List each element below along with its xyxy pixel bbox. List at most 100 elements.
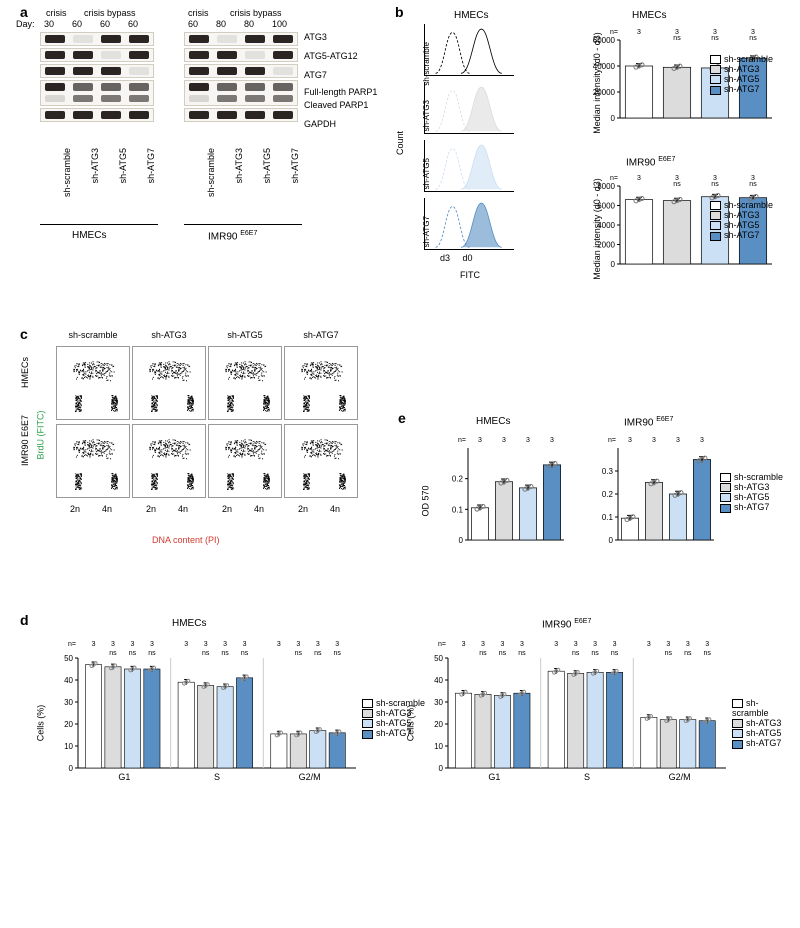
sh-label: sh-ATG5: [118, 148, 128, 208]
svg-text:ns: ns: [673, 35, 681, 42]
svg-text:ns: ns: [129, 650, 137, 657]
underline-2: [184, 224, 302, 225]
band: [189, 35, 209, 43]
day-value: 60: [188, 19, 198, 29]
legend-swatch: [710, 65, 721, 74]
legend-text: sh-ATG7: [724, 230, 759, 240]
svg-text:10: 10: [64, 742, 73, 751]
svg-text:0: 0: [609, 536, 614, 545]
svg-text:30: 30: [434, 698, 443, 707]
legend-row: sh-ATG7: [710, 230, 773, 240]
svg-text:3: 3: [550, 437, 554, 444]
legend-text: sh-ATG3: [724, 64, 759, 74]
band: [245, 111, 265, 119]
od-axis: OD 570: [421, 485, 431, 516]
legend-swatch: [732, 699, 743, 708]
sh-label: sh-scramble: [206, 148, 216, 208]
legend-swatch: [720, 493, 731, 502]
scatter-row-label: IMR90 E6E7: [20, 415, 30, 466]
band: [73, 111, 93, 119]
protein-label: ATG3: [304, 32, 327, 42]
svg-text:3: 3: [478, 437, 482, 444]
legend-row: sh-ATG5: [720, 492, 783, 502]
legend-swatch: [710, 232, 721, 241]
histogram: [424, 82, 514, 134]
legend-row: sh-scramble: [710, 54, 773, 64]
scatter-col-label: sh-scramble: [56, 330, 130, 340]
pi-axis: DNA content (PI): [152, 535, 220, 545]
svg-text:ns: ns: [611, 650, 619, 657]
scatter-xtick: 4n: [330, 504, 340, 514]
barchart-imr-d: 0102030405033ns3ns3nsG133ns3ns3nsS33ns3n…: [420, 636, 730, 786]
svg-text:ns: ns: [591, 650, 599, 657]
svg-text:n=: n=: [438, 641, 446, 648]
bar: [621, 518, 638, 540]
blot-lane: [184, 64, 298, 78]
svg-text:40: 40: [64, 676, 73, 685]
svg-text:n=: n=: [458, 437, 466, 444]
band: [129, 51, 149, 59]
day-value: 60: [128, 19, 138, 29]
underline-1: [40, 224, 158, 225]
legend-row: sh-ATG3: [710, 64, 773, 74]
cellline-imr: IMR90 E6E7: [208, 230, 257, 242]
svg-text:3: 3: [705, 641, 709, 648]
band: [273, 111, 293, 119]
legend-text: sh-ATG3: [734, 482, 769, 492]
legend-swatch: [732, 740, 743, 749]
svg-text:3: 3: [666, 641, 670, 648]
svg-text:ns: ns: [572, 650, 580, 657]
band: [217, 67, 237, 75]
svg-text:50: 50: [64, 654, 73, 663]
bar: [625, 200, 652, 264]
svg-text:S: S: [584, 772, 590, 782]
band: [101, 51, 121, 59]
svg-text:ns: ns: [518, 650, 526, 657]
blot-lane: [40, 32, 154, 46]
scatter-plot: [56, 424, 130, 498]
legend-swatch: [720, 483, 731, 492]
legend-row: sh-ATG5: [710, 74, 773, 84]
legend-text: sh-ATG7: [724, 84, 759, 94]
d-imr-title: IMR90 E6E7: [542, 618, 591, 630]
svg-text:3: 3: [243, 641, 247, 648]
svg-text:3: 3: [554, 641, 558, 648]
svg-text:3: 3: [204, 641, 208, 648]
svg-text:ns: ns: [202, 650, 210, 657]
brdu-axis: BrdU (FITC): [36, 411, 46, 460]
sh-label: sh-scramble: [62, 148, 72, 208]
band: [217, 111, 237, 119]
svg-text:3: 3: [184, 641, 188, 648]
hist-sh-label: sh-ATG7: [422, 216, 431, 266]
panel-label-b: b: [395, 4, 404, 20]
legend-text: sh-scramble: [734, 472, 783, 482]
bar: [669, 494, 686, 540]
legend-d-hmec: sh-scramblesh-ATG3sh-ATG5sh-ATG7: [362, 698, 425, 739]
legend-row: sh-scramble: [710, 200, 773, 210]
svg-text:G2/M: G2/M: [299, 772, 321, 782]
svg-text:ns: ns: [704, 650, 712, 657]
svg-text:30: 30: [64, 698, 73, 707]
legend-b-hmec: sh-scramblesh-ATG3sh-ATG5sh-ATG7: [710, 54, 773, 95]
legend-swatch: [710, 55, 721, 64]
protein-label: Cleaved PARP1: [304, 100, 368, 110]
svg-text:n=: n=: [610, 29, 618, 36]
scatter-row-label: HMECs: [20, 357, 30, 388]
svg-text:3: 3: [481, 641, 485, 648]
sh-label: sh-ATG3: [234, 148, 244, 208]
svg-text:0: 0: [459, 536, 464, 545]
svg-text:ns: ns: [314, 650, 322, 657]
legend-text: sh-ATG5: [724, 220, 759, 230]
legend-row: sh-scramble: [720, 472, 783, 482]
legend-row: sh-ATG7: [710, 84, 773, 94]
legend-text: sh-ATG5: [734, 492, 769, 502]
legend-row: sh-scramble: [732, 698, 782, 718]
svg-text:ns: ns: [749, 35, 757, 42]
protein-label: Full-length PARP1: [304, 87, 377, 97]
bar: [495, 482, 512, 540]
svg-text:3: 3: [111, 641, 115, 648]
hist-sh-label: sh-ATG3: [422, 100, 431, 150]
legend-d-imr: sh-scramblesh-ATG3sh-ATG5sh-ATG7: [732, 698, 782, 749]
legend-text: sh-ATG3: [746, 718, 781, 728]
bar: [645, 483, 662, 541]
